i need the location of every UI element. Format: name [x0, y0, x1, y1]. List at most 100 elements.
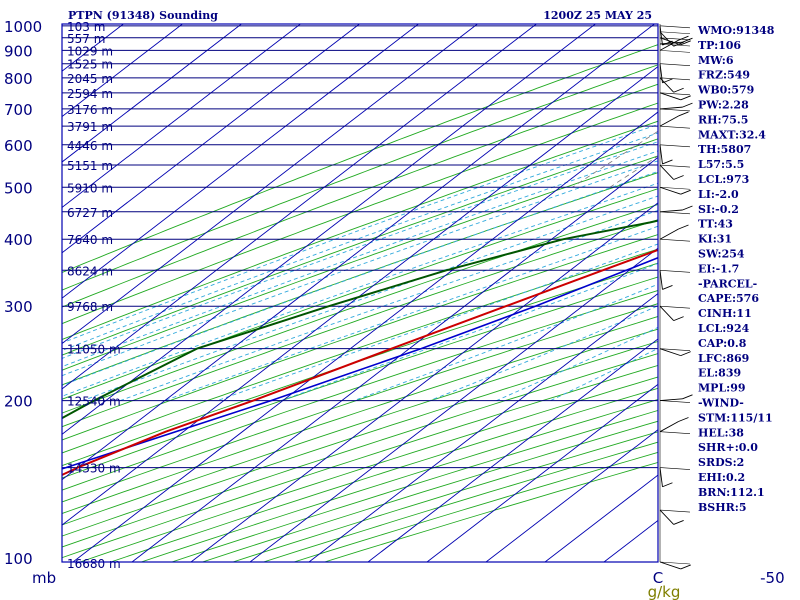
- index-entry: BRN:112.1: [698, 486, 765, 499]
- height-label: 103 m: [67, 20, 105, 34]
- moist-adiabat: [217, 243, 658, 402]
- isotherm-line: [62, 66, 658, 526]
- index-entry: EI:-1.7: [698, 262, 739, 275]
- height-label: 7640 m: [67, 233, 113, 247]
- temperature-tick-label: -50: [760, 569, 785, 587]
- isotherm-line: [131, 156, 658, 562]
- height-label: 1525 m: [67, 58, 113, 72]
- dry-adiabat: [62, 83, 658, 308]
- moist-adiabat: [62, 141, 658, 359]
- dry-adiabat: [62, 316, 658, 514]
- index-entry: FRZ:549: [698, 69, 750, 82]
- index-entry: TH:5807: [698, 143, 751, 156]
- index-entry: WB0:579: [697, 84, 754, 97]
- height-label: 11050 m: [67, 343, 121, 357]
- dry-adiabat: [62, 102, 658, 325]
- dry-adiabat: [62, 340, 658, 537]
- chart-grid: [62, 24, 800, 562]
- wind-barb: [659, 63, 691, 84]
- dry-adiabat: [62, 138, 658, 356]
- sounding-profiles: [62, 219, 658, 477]
- pressure-tick-label: 100: [4, 550, 33, 568]
- wind-barb: [659, 37, 691, 46]
- isotherm-line: [62, 24, 301, 208]
- height-label: 9768 m: [67, 300, 113, 314]
- moist-adiabat: [164, 225, 658, 402]
- index-entry: -PARCEL-: [698, 277, 757, 290]
- index-entry: -WIND-: [698, 397, 744, 410]
- wind-barb: [659, 394, 693, 403]
- dry-adiabat: [62, 219, 658, 428]
- station-title: PTPN (91348) Sounding: [68, 9, 218, 22]
- isotherm-line: [62, 24, 242, 163]
- height-label: 3176 m: [67, 103, 113, 117]
- pressure-tick-label: 400: [4, 231, 33, 249]
- isotherm-line: [249, 247, 658, 562]
- temperature-profile: [62, 248, 658, 477]
- dry-adiabat: [62, 248, 658, 454]
- pressure-tick-label: 200: [4, 393, 33, 411]
- index-entry: LI:-2.0: [698, 188, 739, 201]
- index-entry: SI:-0.2: [698, 203, 739, 216]
- height-label: 6727 m: [67, 206, 113, 220]
- wind-barb: [659, 270, 691, 290]
- index-entry: SRDS:2: [698, 456, 744, 469]
- isotherm-line: [367, 338, 658, 562]
- plot-background: [62, 24, 658, 562]
- dry-adiabat: [62, 120, 658, 341]
- index-entry: CAP:0.8: [698, 337, 747, 350]
- index-entry: MAXT:32.4: [698, 128, 766, 141]
- mixing-ratio-unit-label: g/kg: [648, 583, 681, 600]
- wind-barb: [659, 348, 691, 357]
- index-entry: MW:6: [698, 54, 734, 67]
- wind-barb: [659, 144, 691, 165]
- dry-adiabat: [62, 262, 658, 467]
- dry-adiabat: [62, 44, 658, 273]
- wind-barb: [659, 92, 691, 101]
- pressure-unit-label: mb: [32, 569, 56, 587]
- index-entry: L57:5.5: [698, 158, 744, 171]
- isotherm-line: [485, 429, 658, 562]
- index-entry: BSHR:5: [698, 501, 747, 514]
- dry-adiabat: [62, 172, 658, 386]
- index-entry: LCL:973: [698, 173, 749, 186]
- sounding-time: 1200Z 25 MAY 25: [543, 9, 652, 22]
- isotherm-line: [62, 24, 596, 435]
- index-entry: TT:43: [698, 218, 733, 231]
- pressure-tick-label: 800: [4, 70, 33, 88]
- mixing-ratio-line: [783, 24, 800, 188]
- dry-adiabat: [62, 276, 658, 479]
- wind-barb: [659, 102, 693, 112]
- dry-adiabat: [62, 155, 658, 371]
- moist-adiabat: [62, 123, 658, 344]
- height-label: 16680 m: [67, 557, 121, 571]
- height-label: 4446 m: [67, 139, 113, 153]
- index-entry: CINH:11: [698, 307, 752, 320]
- index-entry: HEL:38: [698, 426, 744, 439]
- index-entry: KI:31: [698, 233, 732, 246]
- pressure-tick-label: 900: [4, 42, 33, 60]
- axis-labels: 100 200 300 400 500 600 700 800 900 1000 16680 m 14…: [4, 18, 785, 600]
- wind-barb: [659, 509, 691, 525]
- moist-adiabat: [120, 209, 658, 402]
- moist-adiabat: [62, 150, 658, 368]
- wind-barb: [659, 305, 691, 322]
- parcel-trace: [62, 256, 658, 470]
- height-label: 3791 m: [67, 120, 113, 134]
- wind-barb: [659, 417, 691, 434]
- pressure-tick-label: 600: [4, 137, 33, 155]
- index-entry: TP:106: [698, 39, 741, 52]
- dry-adiabat: [62, 290, 658, 491]
- isotherm-line: [62, 24, 537, 390]
- height-label: 1029 m: [67, 44, 113, 58]
- index-entry: SW:254: [698, 248, 745, 261]
- isotherm-line: [62, 24, 478, 345]
- isotherm-line: [308, 292, 658, 562]
- wind-barb: [659, 467, 691, 488]
- dry-adiabat: [62, 64, 658, 291]
- index-entry: LCL:924: [698, 322, 750, 335]
- pressure-tick-label: 300: [4, 298, 33, 316]
- pressure-tick-label: 500: [4, 179, 33, 197]
- index-entry: EHI:0.2: [698, 471, 745, 484]
